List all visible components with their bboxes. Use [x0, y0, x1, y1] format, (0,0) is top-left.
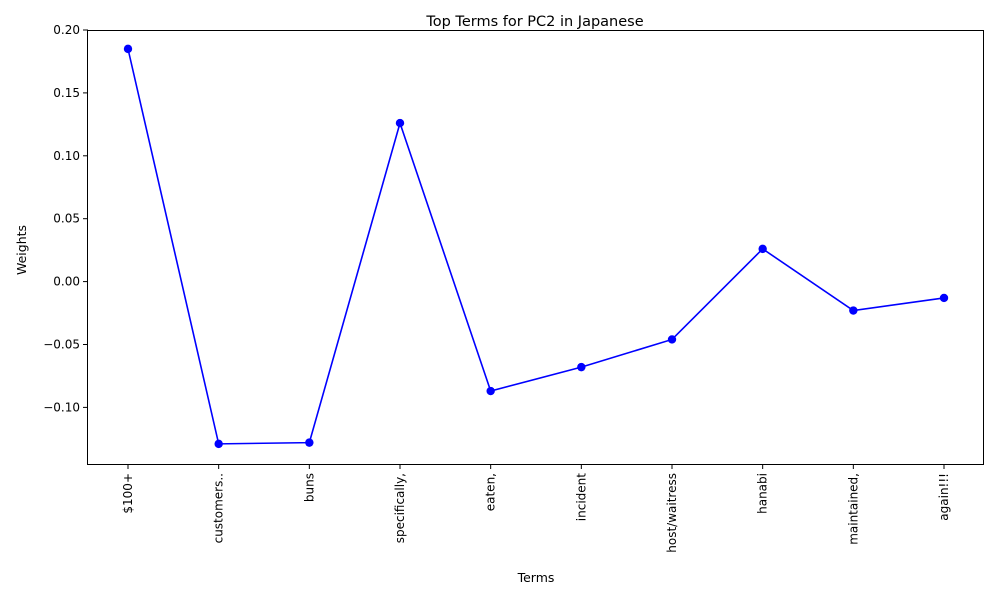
series-layer [123, 44, 949, 449]
y-tick-label: −0.05 [43, 337, 80, 351]
data-point [577, 362, 586, 372]
data-point [486, 386, 495, 396]
data-point [123, 44, 133, 54]
x-tick-label: incident [574, 473, 588, 521]
x-tick-label: again!!! [937, 473, 951, 521]
y-axis-label: Weights [14, 225, 29, 275]
data-point [939, 293, 949, 303]
y-tick-label: 0.15 [53, 86, 80, 100]
data-point [214, 439, 223, 449]
y-tick-label: 0.00 [53, 275, 80, 289]
x-axis: $100+ customers.. buns specifically, eaten, i… [121, 464, 951, 553]
y-tick-label: −0.10 [43, 400, 80, 414]
x-tick-label: eaten, [484, 473, 498, 511]
series-line [127, 48, 945, 445]
data-point [395, 118, 405, 128]
plot-area-frame [87, 30, 984, 465]
x-tick-label: $100+ [121, 473, 135, 514]
chart-title: Top Terms for PC2 in Japanese [425, 14, 643, 30]
x-tick-label: buns [302, 473, 316, 502]
y-tick-label: 0.05 [53, 212, 80, 226]
x-tick-label: host/waitress [665, 473, 679, 553]
y-tick-label: 0.20 [53, 23, 80, 37]
x-tick-label: maintained, [846, 473, 860, 545]
x-tick-label: specifically, [393, 473, 407, 543]
data-point [758, 244, 767, 254]
data-point [305, 438, 314, 447]
data-point [849, 306, 858, 315]
data-point [667, 335, 677, 344]
y-tick-label: 0.10 [53, 149, 80, 163]
y-axis: −0.10 −0.05 0.00 0.05 0.10 0.15 0.20 [43, 23, 88, 414]
x-axis-label: Terms [517, 570, 555, 585]
x-tick-label: customers.. [212, 473, 226, 543]
x-tick-label: hanabi [756, 473, 770, 514]
